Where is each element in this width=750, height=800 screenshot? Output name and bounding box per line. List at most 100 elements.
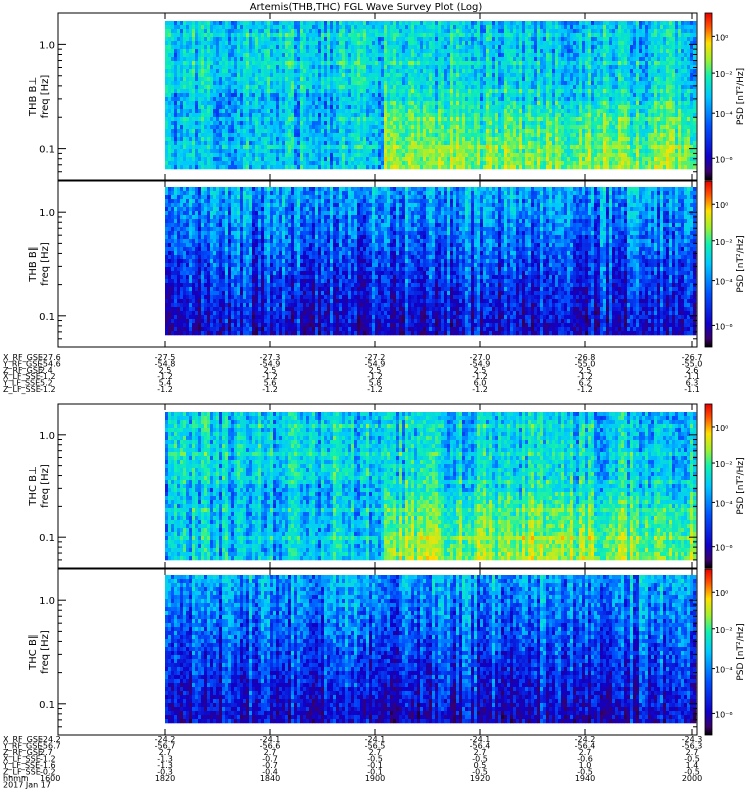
- spectrogram-cell: [252, 97, 255, 101]
- spectrogram-cell: [186, 145, 189, 149]
- spectrogram-cell: [474, 105, 477, 109]
- spectrogram-cell: [510, 61, 513, 65]
- spectrogram-cell: [339, 29, 342, 33]
- spectrogram-cell: [444, 29, 447, 33]
- spectrogram-cell: [543, 133, 546, 137]
- spectrogram-cell: [498, 65, 501, 69]
- spectrogram-cell: [561, 85, 564, 89]
- spectrogram-cell: [441, 161, 444, 165]
- spectrogram-cell: [498, 125, 501, 129]
- spectrogram-cell: [450, 93, 453, 97]
- spectrogram-cell: [186, 165, 189, 169]
- spectrogram-cell: [195, 125, 198, 129]
- spectrogram-cell: [420, 45, 423, 49]
- spectrogram-cell: [453, 137, 456, 141]
- spectrogram-cell: [363, 157, 366, 161]
- spectrogram-cell: [474, 53, 477, 57]
- spectrogram-cell: [189, 161, 192, 165]
- spectrogram-cell: [408, 49, 411, 53]
- spectrogram-cell: [417, 37, 420, 41]
- spectrogram-cell: [195, 165, 198, 169]
- spectrogram-cell: [414, 65, 417, 69]
- spectrogram-cell: [336, 69, 339, 73]
- spectrogram-cell: [180, 29, 183, 33]
- spectrogram-cell: [528, 77, 531, 81]
- spectrogram-cell: [471, 77, 474, 81]
- spectrogram-cell: [390, 65, 393, 69]
- spectrogram-cell: [318, 153, 321, 157]
- spectrogram-cell: [294, 113, 297, 117]
- spectrogram-cell: [480, 65, 483, 69]
- spectrogram-cell: [546, 105, 549, 109]
- spectrogram-cell: [474, 101, 477, 105]
- spectrogram-cell: [489, 29, 492, 33]
- spectrogram-cell: [168, 125, 171, 129]
- spectrogram-cell: [273, 109, 276, 113]
- spectrogram-cell: [282, 137, 285, 141]
- spectrogram-cell: [327, 85, 330, 89]
- spectrogram-cell: [363, 121, 366, 125]
- spectrogram-cell: [513, 41, 516, 45]
- spectrogram-cell: [456, 141, 459, 145]
- spectrogram-cell: [543, 85, 546, 89]
- spectrogram-cell: [336, 49, 339, 53]
- spectrogram-cell: [315, 73, 318, 77]
- spectrogram-cell: [186, 53, 189, 57]
- spectrogram-cell: [306, 25, 309, 29]
- spectrogram-cell: [357, 33, 360, 37]
- spectrogram-cell: [249, 165, 252, 169]
- spectrogram-cell: [273, 45, 276, 49]
- spectrogram-cell: [264, 157, 267, 161]
- spectrogram-cell: [273, 53, 276, 57]
- spectrogram-cell: [210, 81, 213, 85]
- spectrogram-cell: [399, 121, 402, 125]
- spectrogram-cell: [252, 49, 255, 53]
- spectrogram-cell: [336, 117, 339, 121]
- spectrogram-cell: [285, 89, 288, 93]
- spectrogram-cell: [339, 129, 342, 133]
- spectrogram-cell: [282, 65, 285, 69]
- spectrogram-cell: [309, 125, 312, 129]
- spectrogram-cell: [270, 73, 273, 77]
- spectrogram-cell: [168, 29, 171, 33]
- spectrogram-cell: [243, 161, 246, 165]
- spectrogram-cell: [213, 161, 216, 165]
- spectrogram-cell: [396, 41, 399, 45]
- spectrogram-cell: [477, 113, 480, 117]
- spectrogram-cell: [411, 105, 414, 109]
- spectrogram-cell: [225, 153, 228, 157]
- spectrogram-cell: [174, 21, 177, 25]
- spectrogram-cell: [387, 85, 390, 89]
- spectrogram-cell: [558, 57, 561, 61]
- spectrogram-cell: [567, 73, 570, 77]
- spectrogram-cell: [516, 77, 519, 81]
- spectrogram-cell: [261, 121, 264, 125]
- spectrogram-cell: [192, 97, 195, 101]
- spectrogram-cell: [438, 157, 441, 161]
- spectrogram-cell: [237, 109, 240, 113]
- spectrogram-cell: [168, 101, 171, 105]
- spectrogram-cell: [399, 89, 402, 93]
- spectrogram-cell: [480, 133, 483, 137]
- spectrogram-cell: [246, 49, 249, 53]
- spectrogram-cell: [180, 81, 183, 85]
- spectrogram-cell: [342, 133, 345, 137]
- spectrogram-cell: [201, 129, 204, 133]
- spectrogram-cell: [486, 145, 489, 149]
- spectrogram-cell: [327, 45, 330, 49]
- spectrogram-cell: [330, 65, 333, 69]
- spectrogram-cell: [375, 45, 378, 49]
- spectrogram-cell: [318, 145, 321, 149]
- spectrogram-cell: [345, 157, 348, 161]
- spectrogram-cell: [258, 97, 261, 101]
- spectrogram-cell: [360, 21, 363, 25]
- spectrogram-cell: [468, 89, 471, 93]
- spectrogram-cell: [195, 73, 198, 77]
- spectrogram-cell: [327, 89, 330, 93]
- spectrogram-cell: [384, 125, 387, 129]
- spectrogram-cell: [471, 41, 474, 45]
- spectrogram-cell: [291, 25, 294, 29]
- spectrogram-cell: [336, 85, 339, 89]
- spectrogram-cell: [489, 113, 492, 117]
- spectrogram-cell: [282, 49, 285, 53]
